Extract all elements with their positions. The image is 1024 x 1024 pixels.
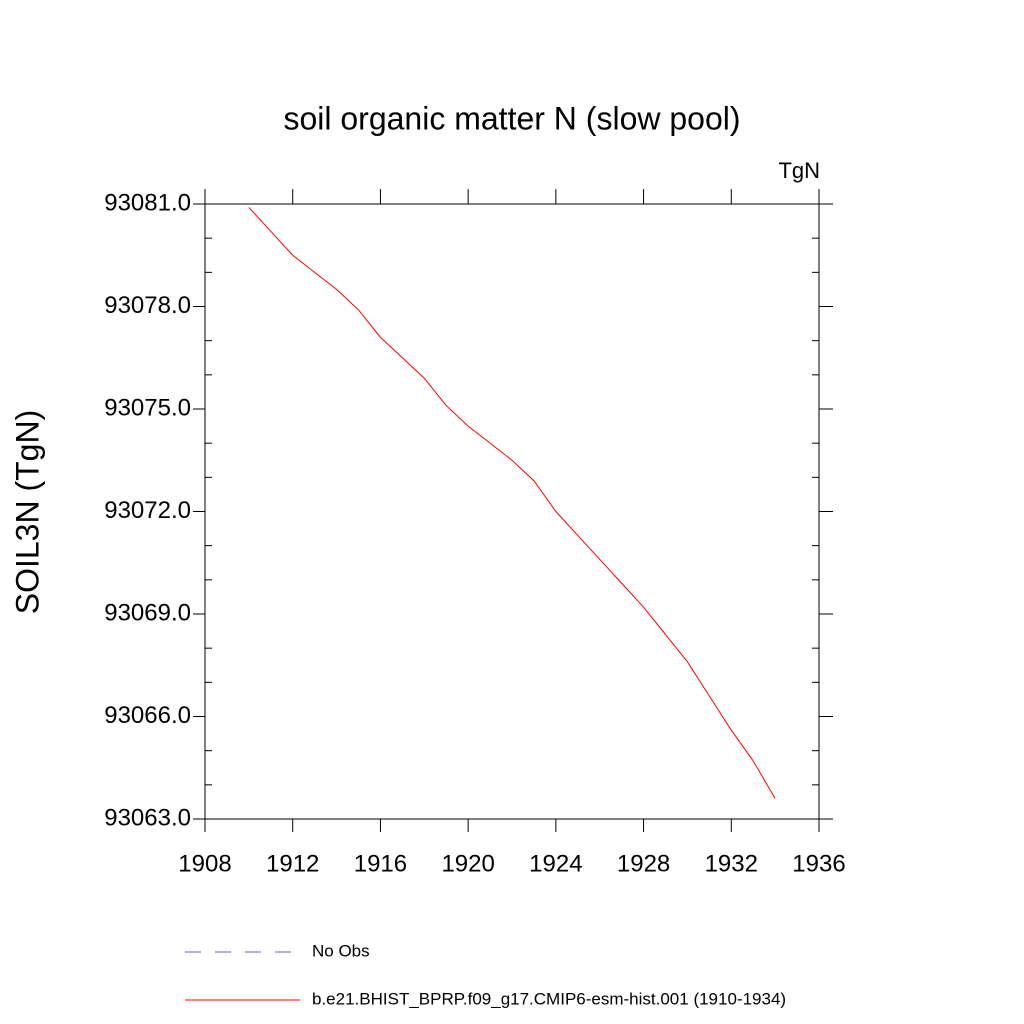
x-tick-label: 1912 xyxy=(266,850,319,877)
y-tick-label: 93072.0 xyxy=(104,497,191,524)
units-label: TgN xyxy=(778,158,820,183)
x-tick-label: 1920 xyxy=(441,850,494,877)
y-tick-label: 93078.0 xyxy=(104,292,191,319)
data-line xyxy=(248,207,776,799)
legend-label: No Obs xyxy=(312,941,370,960)
x-tick-label: 1928 xyxy=(617,850,670,877)
x-tick-label: 1924 xyxy=(529,850,582,877)
plot-frame xyxy=(204,203,820,820)
y-tick-label: 93063.0 xyxy=(104,804,191,831)
x-tick-label: 1916 xyxy=(354,850,407,877)
x-tick-label: 1936 xyxy=(792,850,845,877)
y-tick-label: 93069.0 xyxy=(104,599,191,626)
x-tick-label: 1908 xyxy=(178,850,231,877)
chart-title: soil organic matter N (slow pool) xyxy=(283,100,740,136)
legend-label: b.e21.BHIST_BPRP.f09_g17.CMIP6-esm-hist.… xyxy=(312,989,786,1008)
x-tick-label: 1932 xyxy=(705,850,758,877)
y-tick-label: 93066.0 xyxy=(104,702,191,729)
y-tick-label: 93075.0 xyxy=(104,394,191,421)
y-axis-label: SOIL3N (TgN) xyxy=(9,410,45,614)
y-tick-label: 93081.0 xyxy=(104,189,191,216)
